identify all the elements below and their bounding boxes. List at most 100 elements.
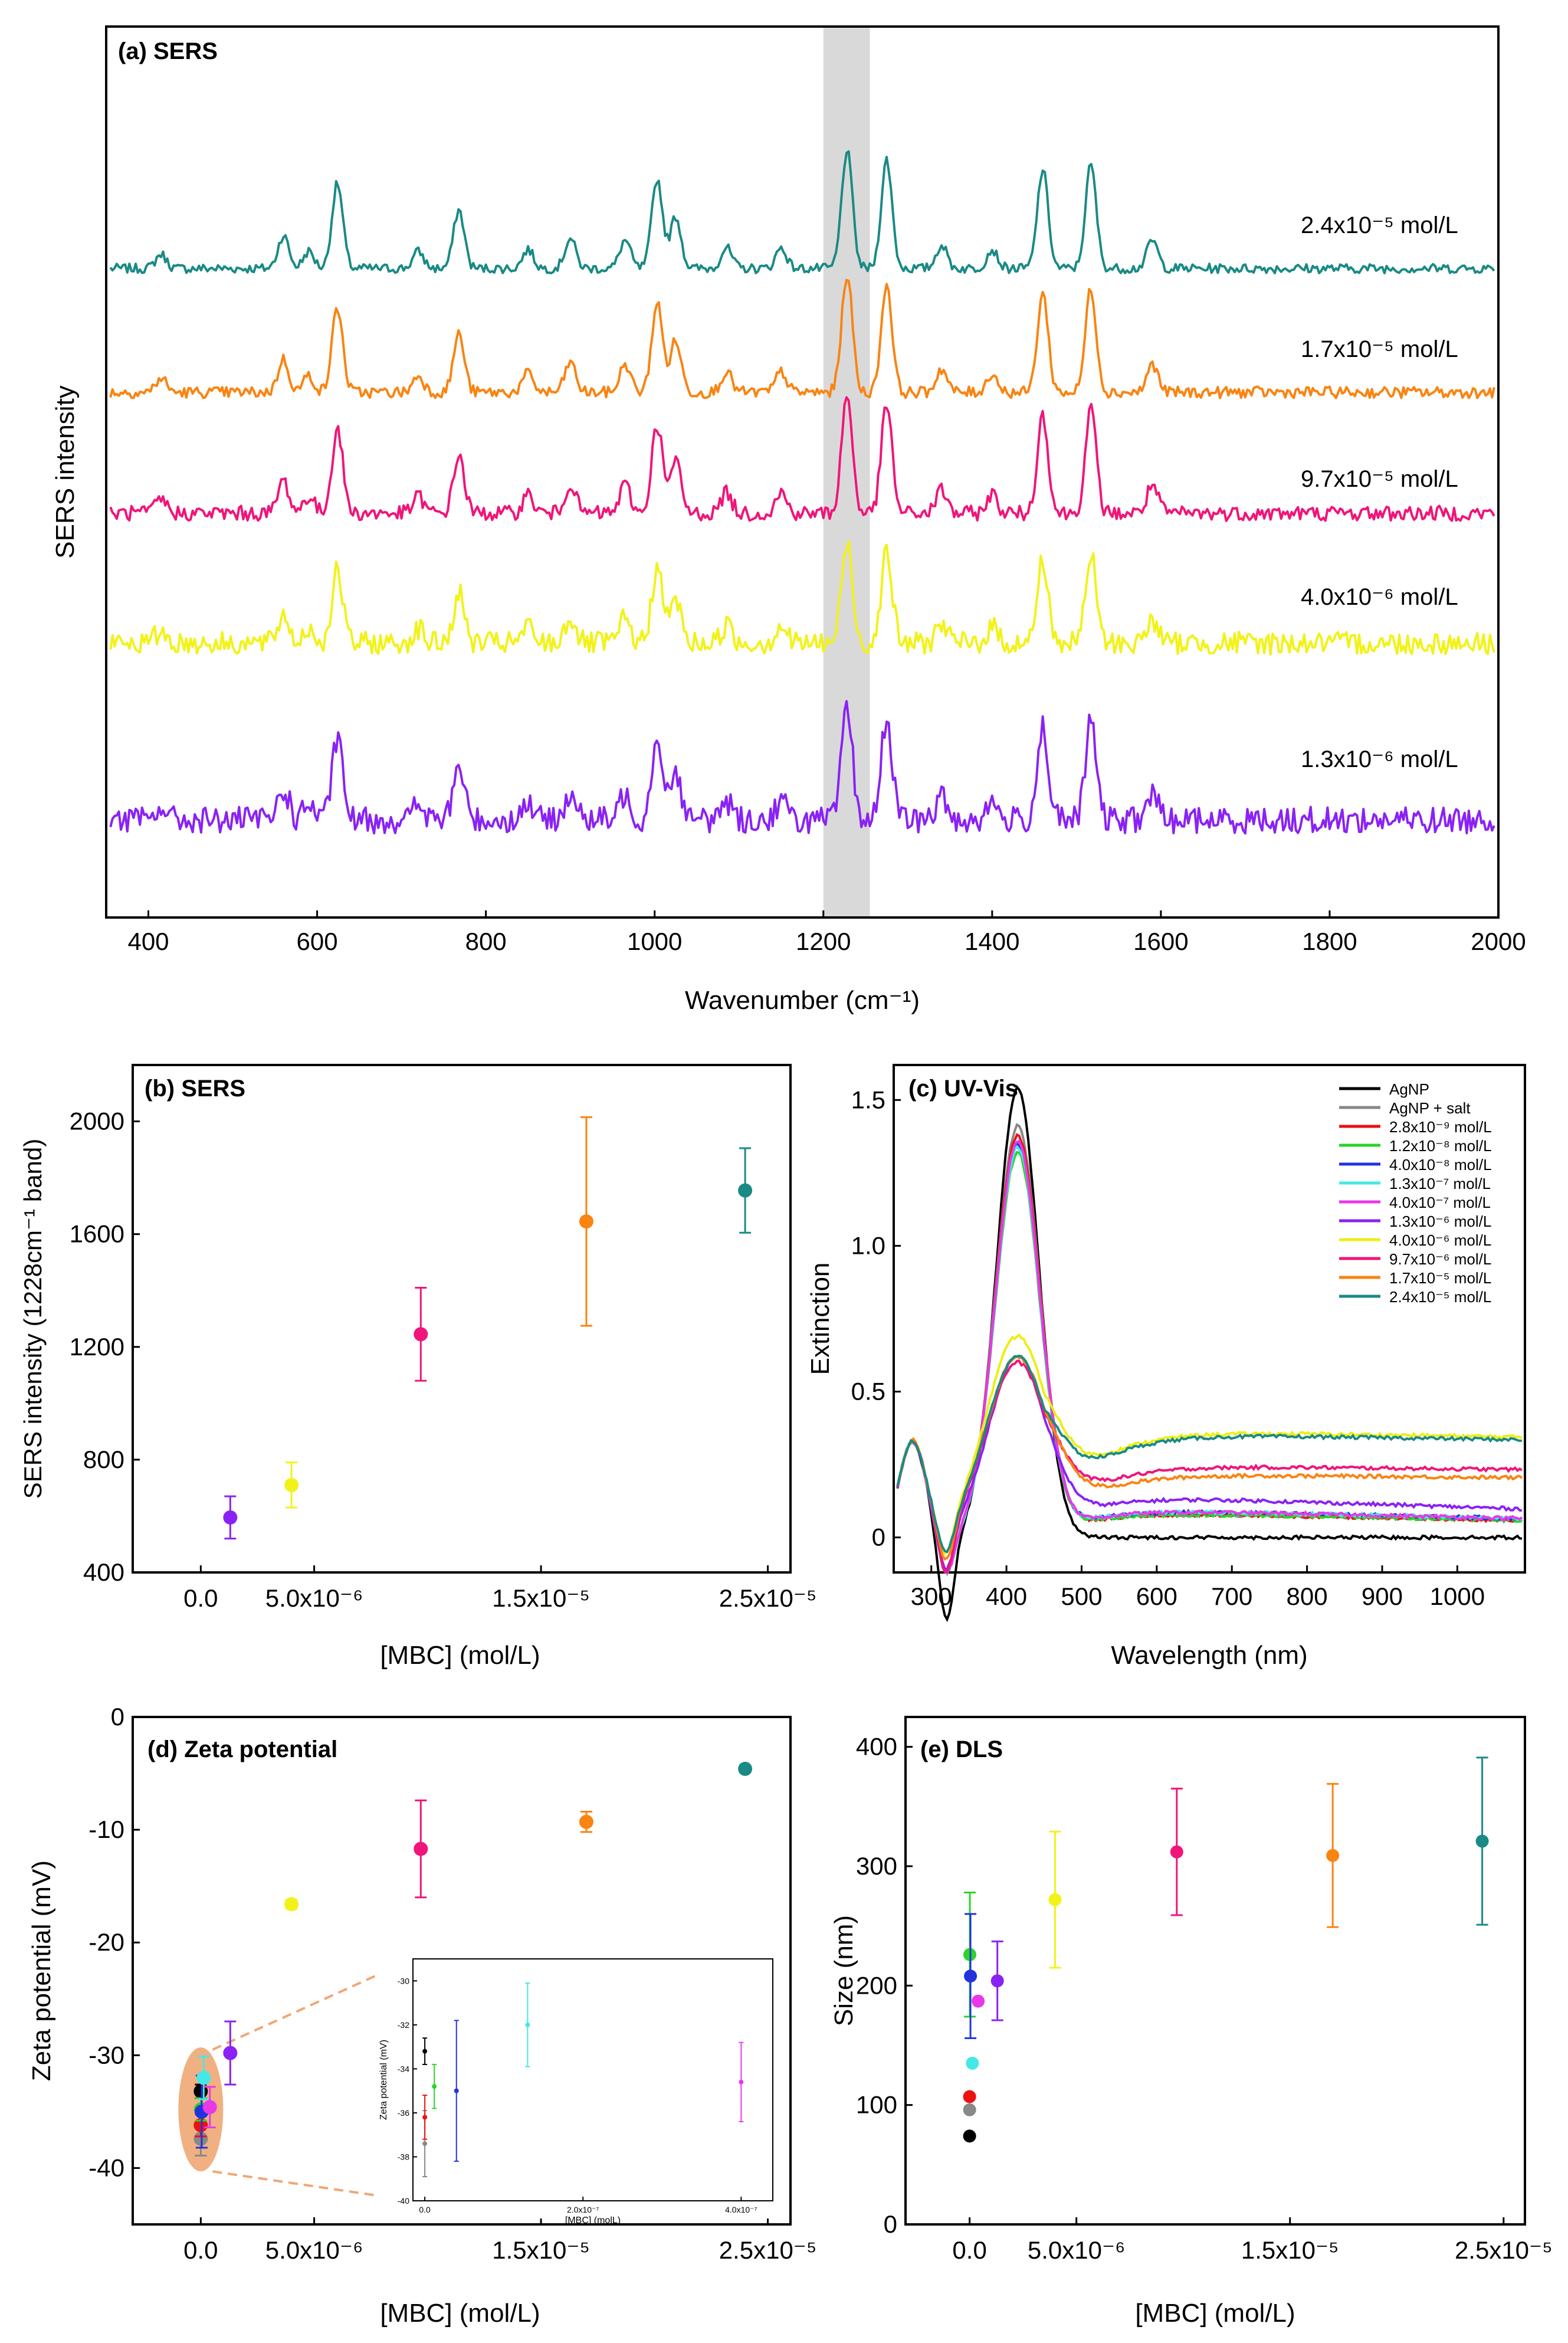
a-xtick-label: 600 (297, 928, 338, 955)
a-series-label: 1.3x10⁻⁶ mol/L (1301, 746, 1458, 772)
ytick-label: 200 (856, 1971, 897, 1999)
xtick-label: 5.0x10⁻⁶ (1028, 2236, 1126, 2264)
panel-d-zeta-potential: 0.0 5.0x10⁻⁶ 1.5x10⁻⁵ 2.5x10⁻⁵ 0 -10 -20 -30 -40… (27, 1703, 816, 2328)
data-point (414, 1327, 428, 1342)
data-point (966, 2056, 979, 2070)
a-spectrum-line (109, 278, 1495, 399)
inset-ytick-label: -34 (398, 2064, 409, 2073)
highlight-band-1228 (823, 27, 870, 917)
inset-data-point (422, 2141, 428, 2147)
panel-d-ylabel: Zeta potential (mV) (27, 1860, 56, 2081)
data-point (196, 2070, 211, 2085)
xtick-label: 2.5x10⁻⁵ (1455, 2236, 1553, 2264)
data-point (1170, 1845, 1183, 1859)
panel-e-dls: 0.0 5.0x10⁻⁶ 1.5x10⁻⁵ 2.5x10⁻⁵ 0 100 200 300 400… (829, 1716, 1553, 2328)
data-point (579, 1214, 593, 1229)
xtick-label: 2.5x10⁻⁵ (719, 1584, 817, 1612)
ytick-label: 0 (111, 1703, 124, 1731)
data-point (193, 2131, 208, 2146)
inset-xtick-label: 4.0x10⁻⁷ (725, 2205, 757, 2214)
inset-data-point (422, 2049, 428, 2054)
panel-c-title: (c) UV-Vis (908, 1076, 1018, 1102)
c-xtick-label: 900 (1362, 1582, 1403, 1610)
a-spectrum-line (109, 396, 1495, 522)
xtick-label: 1.5x10⁻⁵ (1241, 2236, 1339, 2264)
c-xtick-label: 800 (1287, 1582, 1328, 1610)
ytick-label: 0 (884, 2210, 897, 2238)
panel-c-frame (893, 1064, 1526, 1574)
data-point (223, 1510, 238, 1525)
c-spectrum-line (896, 1354, 1522, 1554)
a-series-label: 9.7x10⁻⁵ mol/L (1301, 466, 1458, 492)
a-spectrum-line (109, 150, 1495, 274)
c-legend-label: 1.3x10⁻⁶ mol/L (1389, 1213, 1491, 1230)
a-series-label: 4.0x10⁻⁶ mol/L (1301, 584, 1458, 610)
inset-data-point (739, 2079, 744, 2085)
a-xtick-label: 1400 (965, 928, 1019, 955)
xtick-label: 0.0 (952, 2236, 986, 2264)
inset-xtick-label: 2.0x10⁻⁷ (567, 2205, 599, 2214)
data-point (738, 1183, 753, 1198)
c-legend-label: 2.4x10⁻⁵ mol/L (1389, 1288, 1491, 1306)
c-ytick-label: 1.5 (851, 1086, 885, 1113)
data-point (963, 2090, 976, 2103)
a-xtick-label: 1800 (1302, 928, 1357, 955)
ytick-label: 2000 (70, 1107, 124, 1135)
data-point (963, 2103, 976, 2116)
xtick-label: 2.5x10⁻⁵ (719, 2236, 817, 2264)
panel-c-xlabel: Wavelength (nm) (1111, 1641, 1307, 1670)
a-series-label: 2.4x10⁻⁵ mol/L (1301, 212, 1458, 238)
c-xtick-label: 600 (1136, 1582, 1177, 1610)
data-point (963, 2129, 976, 2143)
inset-ytick-label: -32 (398, 2020, 409, 2030)
c-legend-label: 2.8x10⁻⁹ mol/L (1389, 1118, 1492, 1136)
panel-a-frame (105, 25, 1500, 919)
data-point (223, 2046, 238, 2060)
xtick-label: 1.5x10⁻⁵ (492, 1584, 590, 1612)
inset-data-point (454, 2088, 459, 2093)
panel-b-title: (b) SERS (145, 1076, 245, 1102)
a-xtick-label: 400 (127, 928, 169, 955)
data-point (964, 1970, 977, 1983)
inset-ytick-label: -30 (398, 1976, 409, 1985)
c-legend-label: 1.2x10⁻⁸ mol/L (1389, 1137, 1492, 1155)
zoom-connector-top (212, 1958, 414, 2051)
ytick-label: -20 (88, 1928, 124, 1956)
panel-d-xlabel: [MBC] (mol/L) (380, 2299, 540, 2328)
panel-b-xlabel: [MBC] (mol/L) (380, 1641, 540, 1670)
inset-data-point (432, 2084, 437, 2089)
panel-b-ylabel: SERS intensity (1228cm⁻¹ band) (19, 1139, 47, 1499)
data-point (738, 1761, 753, 1776)
ytick-label: -10 (88, 1816, 124, 1843)
c-xtick-label: 300 (911, 1582, 952, 1610)
inset-ylabel: Zeta potential (mV) (379, 2040, 389, 2120)
inset-data-point (525, 2022, 530, 2027)
inset-xlabel: [MBC] (molL) (565, 2216, 621, 2226)
data-point (972, 1994, 985, 2008)
panel-a-xlabel: Wavenumber (cm⁻¹) (685, 986, 920, 1015)
c-spectrum-line (896, 1359, 1523, 1574)
ytick-label: 400 (856, 1733, 897, 1761)
data-point (284, 1897, 299, 1912)
data-point (990, 1974, 1004, 1988)
a-series-label: 1.7x10⁻⁵ mol/L (1301, 336, 1458, 362)
inset-xtick-label: 0.0 (419, 2205, 431, 2214)
panel-e-frame (904, 1716, 1526, 2226)
inset-ytick-label: -38 (398, 2152, 409, 2161)
panel-b-sers-vs-concentration: 0.0 5.0x10⁻⁶ 1.5x10⁻⁵ 2.5x10⁻⁵ 400 800 1200 160… (19, 1064, 817, 1670)
ytick-label: -30 (88, 2041, 124, 2069)
data-point (1048, 1893, 1062, 1906)
c-legend-label: 4.0x10⁻⁶ mol/L (1389, 1231, 1491, 1249)
a-xtick-label: 800 (465, 928, 507, 955)
panel-d-frame (132, 1716, 792, 2226)
c-xtick-label: 400 (986, 1582, 1027, 1610)
c-xtick-label: 1000 (1430, 1582, 1485, 1610)
xtick-label: 5.0x10⁻⁶ (265, 2236, 363, 2264)
xtick-label: 0.0 (183, 2236, 218, 2264)
a-xtick-label: 1600 (1133, 928, 1188, 955)
c-spectrum-line (896, 1084, 1523, 1623)
panel-e-xlabel: [MBC] (mol/L) (1135, 2299, 1295, 2328)
data-point (414, 1841, 428, 1856)
data-point (579, 1814, 593, 1829)
